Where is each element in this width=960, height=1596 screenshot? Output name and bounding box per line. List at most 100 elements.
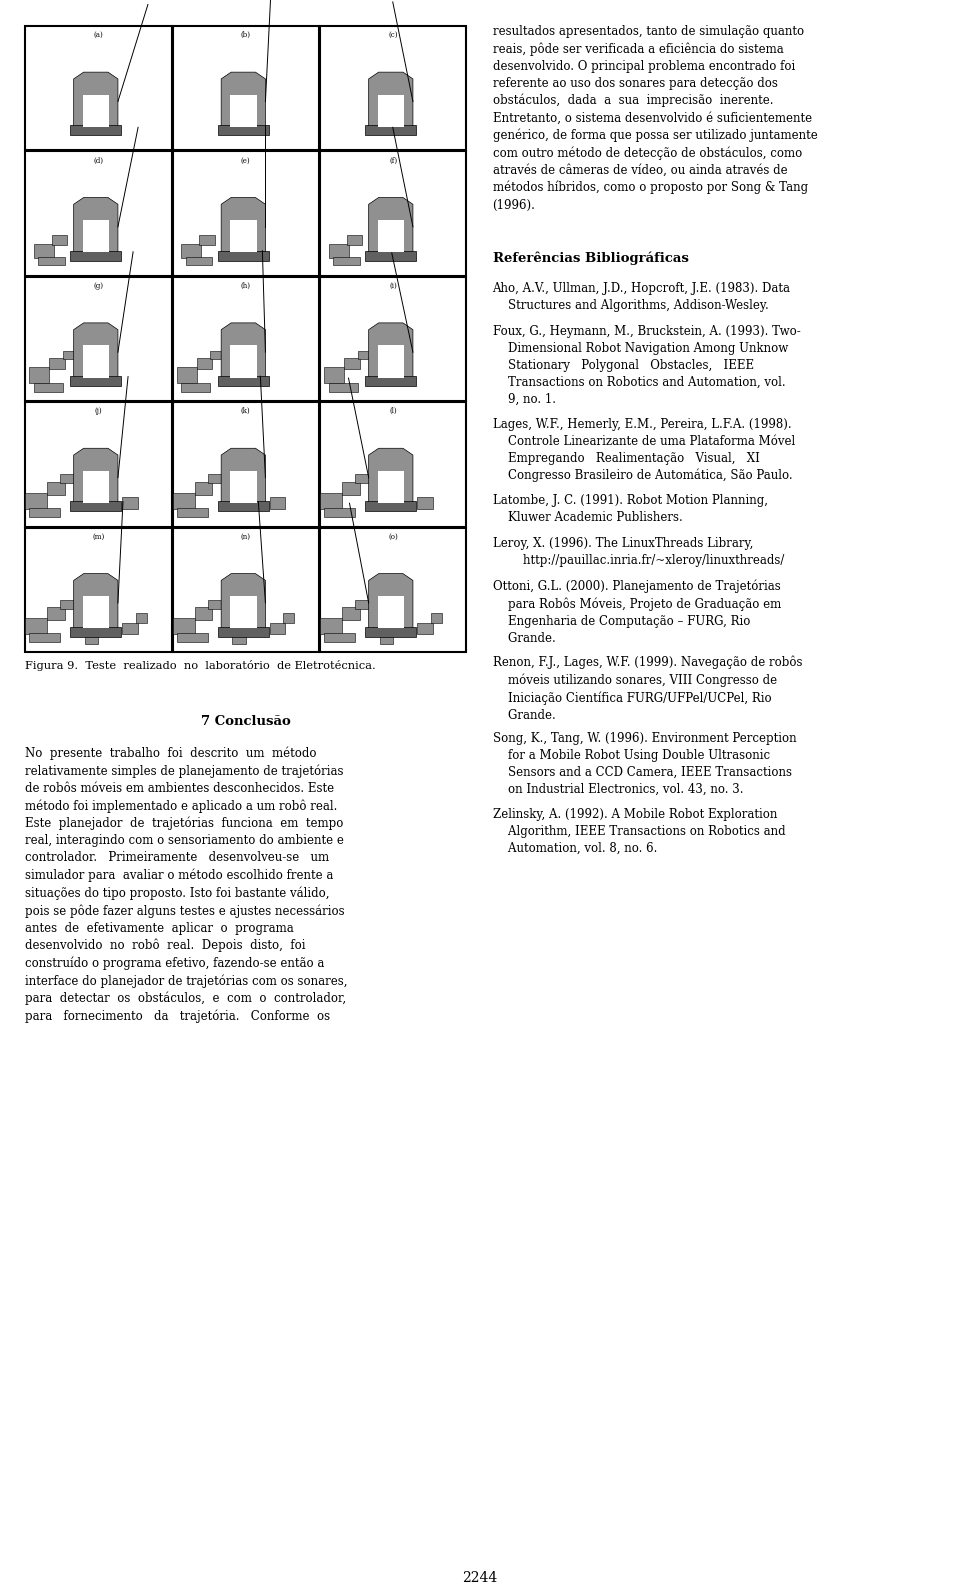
Text: (n): (n) xyxy=(241,533,251,541)
Text: (h): (h) xyxy=(241,282,251,290)
Bar xyxy=(355,474,369,484)
Bar xyxy=(70,377,121,386)
Bar xyxy=(366,124,417,136)
Bar xyxy=(52,235,67,244)
Bar xyxy=(173,493,195,509)
Bar xyxy=(62,351,74,359)
Polygon shape xyxy=(369,72,413,126)
Polygon shape xyxy=(74,573,118,629)
Bar xyxy=(173,402,319,527)
Polygon shape xyxy=(83,597,109,629)
Bar xyxy=(25,152,172,276)
Text: No  presente  trabalho  foi  descrito  um  método
relativamente simples de plane: No presente trabalho foi descrito um mét… xyxy=(25,747,348,1023)
Polygon shape xyxy=(83,220,109,252)
Text: (k): (k) xyxy=(241,407,251,415)
Text: (l): (l) xyxy=(390,407,397,415)
Bar xyxy=(342,482,360,495)
Bar xyxy=(283,613,294,622)
Bar xyxy=(38,257,65,265)
Bar xyxy=(135,613,147,622)
Bar xyxy=(320,528,467,651)
Text: Lages, W.F., Hemerly, E.M., Pereira, L.F.A. (1998).
    Controle Linearizante de: Lages, W.F., Hemerly, E.M., Pereira, L.F… xyxy=(492,418,795,482)
Bar xyxy=(177,634,208,643)
Polygon shape xyxy=(377,597,404,629)
Bar xyxy=(320,26,467,150)
Text: Referências Bibliográficas: Referências Bibliográficas xyxy=(492,252,688,265)
Polygon shape xyxy=(369,198,413,252)
Text: Latombe, J. C. (1991). Robot Motion Planning,
    Kluwer Academic Publishers.: Latombe, J. C. (1991). Robot Motion Plan… xyxy=(492,493,767,523)
Bar xyxy=(270,498,285,509)
Bar xyxy=(324,367,345,383)
Bar xyxy=(25,528,172,651)
Bar xyxy=(70,501,121,511)
Bar xyxy=(324,508,355,517)
Bar xyxy=(25,276,172,401)
Bar xyxy=(218,501,269,511)
Bar xyxy=(195,608,212,619)
Bar xyxy=(181,244,202,259)
Polygon shape xyxy=(221,72,265,126)
Bar xyxy=(25,493,47,509)
Polygon shape xyxy=(377,220,404,252)
Bar xyxy=(173,26,319,150)
Text: (g): (g) xyxy=(93,282,104,290)
Bar xyxy=(173,276,319,401)
Bar xyxy=(366,251,417,260)
Bar xyxy=(342,608,360,619)
Bar xyxy=(218,377,269,386)
Bar xyxy=(60,600,74,608)
Bar xyxy=(218,251,269,260)
Polygon shape xyxy=(221,448,265,503)
Polygon shape xyxy=(221,573,265,629)
Text: (i): (i) xyxy=(390,282,397,290)
Bar xyxy=(320,152,467,276)
Bar xyxy=(30,634,60,643)
Bar xyxy=(380,635,393,643)
Polygon shape xyxy=(377,345,404,378)
Text: (o): (o) xyxy=(389,533,398,541)
Bar xyxy=(177,508,208,517)
Text: 7 Conclusão: 7 Conclusão xyxy=(202,715,291,728)
Bar xyxy=(173,618,195,634)
Bar xyxy=(333,257,360,265)
Bar xyxy=(208,600,221,608)
Text: Song, K., Tang, W. (1996). Environment Perception
    for a Mobile Robot Using D: Song, K., Tang, W. (1996). Environment P… xyxy=(492,733,796,796)
Bar xyxy=(431,613,442,622)
Bar xyxy=(270,622,285,634)
Bar xyxy=(208,474,221,484)
Bar xyxy=(173,528,319,651)
Bar xyxy=(173,152,319,276)
Polygon shape xyxy=(230,220,256,252)
Text: Aho, A.V., Ullman, J.D., Hopcroft, J.E. (1983). Data
    Structures and Algorith: Aho, A.V., Ullman, J.D., Hopcroft, J.E. … xyxy=(492,282,790,311)
Bar xyxy=(347,235,362,244)
Text: resultados apresentados, tanto de simulação quanto
reais, pôde ser verificada a : resultados apresentados, tanto de simula… xyxy=(492,26,817,212)
Bar xyxy=(320,493,342,509)
Polygon shape xyxy=(74,322,118,378)
Bar xyxy=(366,627,417,637)
Bar xyxy=(84,635,98,643)
Polygon shape xyxy=(74,448,118,503)
Text: Leroy, X. (1996). The LinuxThreads Library,
        http://pauillac.inria.fr/~xl: Leroy, X. (1996). The LinuxThreads Libra… xyxy=(492,536,784,567)
Bar xyxy=(181,383,210,391)
Bar xyxy=(366,501,417,511)
Bar xyxy=(49,358,65,369)
Bar xyxy=(34,383,62,391)
Polygon shape xyxy=(83,471,109,503)
Bar xyxy=(47,608,65,619)
Bar xyxy=(320,402,467,527)
Text: Figura 9.  Teste  realizado  no  laboratório  de Eletrotécnica.: Figura 9. Teste realizado no laboratório… xyxy=(25,659,375,670)
Text: Foux, G., Heymann, M., Bruckstein, A. (1993). Two-
    Dimensional Robot Navigat: Foux, G., Heymann, M., Bruckstein, A. (1… xyxy=(492,326,801,405)
Text: 2244: 2244 xyxy=(463,1572,497,1585)
Bar xyxy=(197,358,212,369)
Polygon shape xyxy=(74,198,118,252)
Bar xyxy=(329,383,358,391)
Text: (m): (m) xyxy=(92,533,105,541)
Text: (e): (e) xyxy=(241,156,251,164)
Text: Ottoni, G.L. (2000). Planejamento de Trajetórias
    para Robôs Móveis, Projeto : Ottoni, G.L. (2000). Planejamento de Tra… xyxy=(492,579,780,645)
Bar xyxy=(70,124,121,136)
Polygon shape xyxy=(369,322,413,378)
Polygon shape xyxy=(369,448,413,503)
Text: (a): (a) xyxy=(93,30,103,38)
Bar xyxy=(232,635,246,643)
Polygon shape xyxy=(230,345,256,378)
